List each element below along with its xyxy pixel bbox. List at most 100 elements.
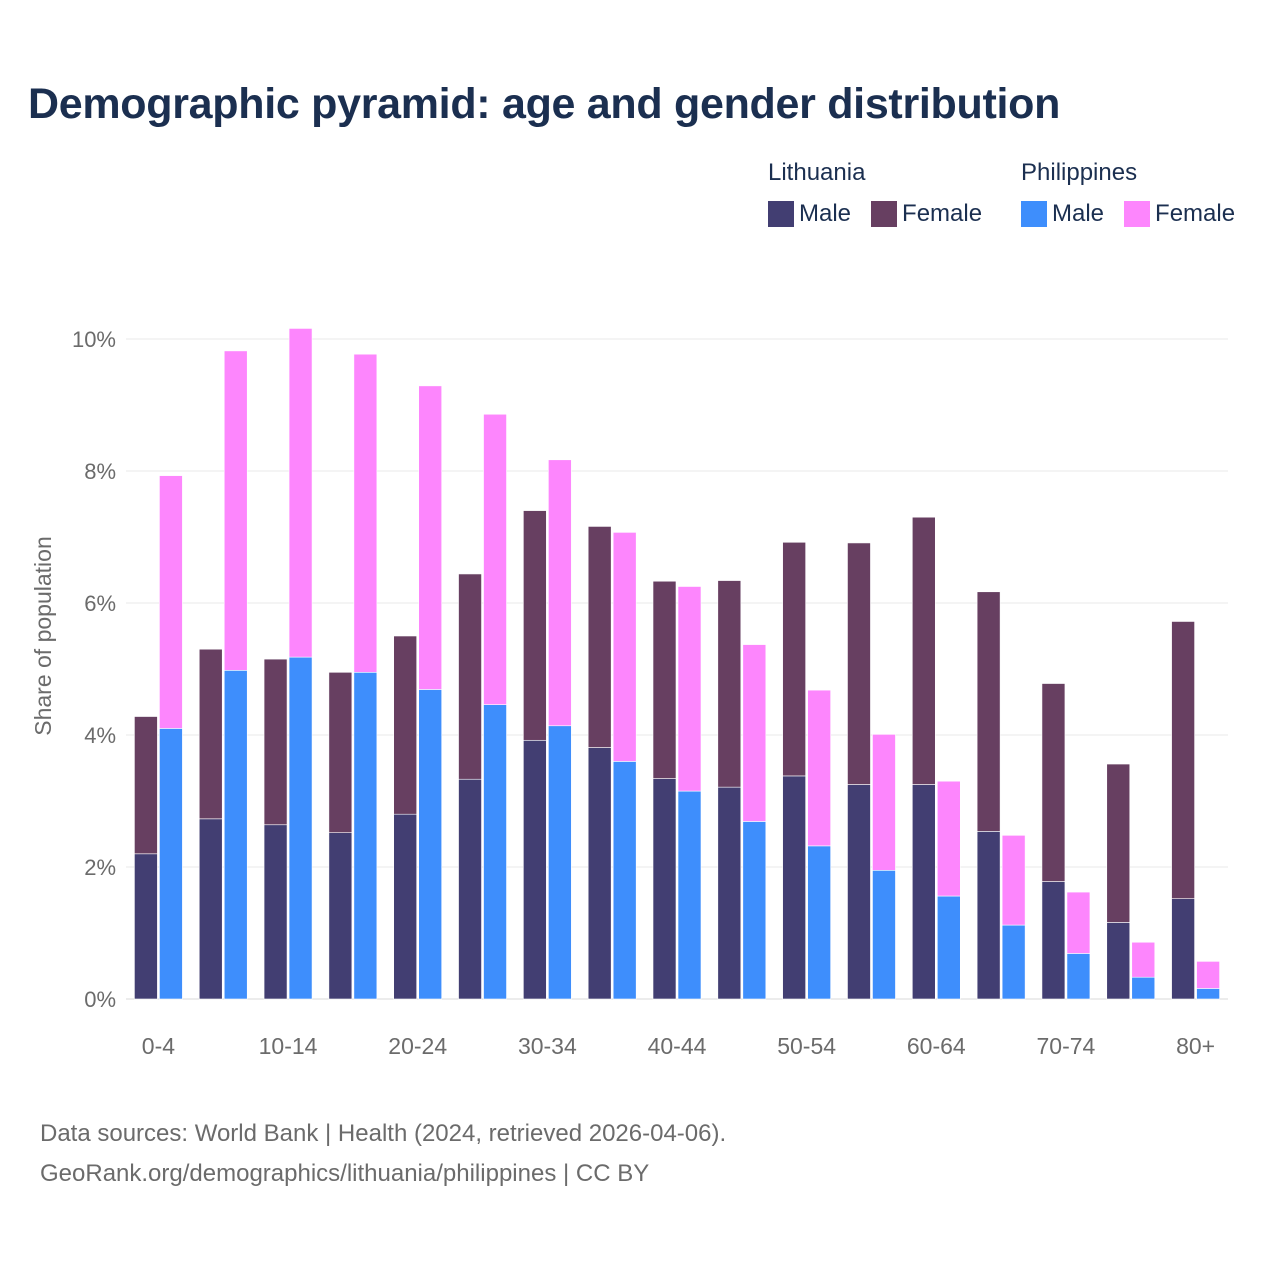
bar-philippines-female	[1196, 961, 1220, 989]
legend-group-lithuania: Lithuania Male Female	[768, 158, 982, 228]
bar-lithuania-male	[911, 784, 936, 1000]
bar-lithuania-male	[523, 739, 547, 1000]
bar-lithuania-male	[263, 824, 288, 1000]
bar-philippines-female	[1131, 941, 1156, 978]
y-tick-label: 6%	[84, 591, 116, 616]
legend-swatch	[871, 201, 898, 227]
bar-lithuania-female	[198, 648, 223, 820]
bar-lithuania-female	[393, 635, 418, 815]
bar-philippines-male	[612, 761, 637, 1000]
legend-item-lithuania-male[interactable]: Male	[768, 200, 851, 228]
bar-lithuania-male	[976, 831, 1001, 1000]
legend-group-title: Philippines	[1021, 159, 1138, 186]
bar-philippines-male	[418, 689, 443, 1000]
bar-lithuania-female	[263, 658, 288, 826]
bar-philippines-male	[807, 845, 831, 1000]
bar-lithuania-male	[198, 818, 223, 1000]
bar-lithuania-female	[911, 516, 936, 785]
url-text: GeoRank.org/demographics/lithuania/phili…	[40, 1160, 650, 1187]
bar-lithuania-female	[458, 573, 482, 780]
bar-philippines-male	[742, 821, 767, 1000]
bar-lithuania-male	[134, 853, 158, 1000]
y-tick-label: 2%	[84, 855, 116, 880]
chart-title: Demographic pyramid: age and gender dist…	[28, 80, 1061, 128]
bar-lithuania-male	[717, 786, 742, 1000]
y-tick-label: 4%	[84, 723, 116, 748]
x-tick-label: 0-4	[142, 1033, 175, 1059]
bar-philippines-female	[223, 350, 248, 671]
x-tick-label: 80+	[1176, 1033, 1215, 1059]
bar-lithuania-female	[782, 541, 806, 777]
legend-group-title: Lithuania	[768, 159, 866, 186]
bar-lithuania-female	[976, 591, 1001, 832]
bar-philippines-male	[872, 869, 896, 1000]
bar-lithuania-female	[847, 542, 871, 785]
bar-lithuania-male	[1171, 898, 1195, 1000]
legend-label: Male	[1052, 200, 1105, 227]
bar-philippines-male	[1131, 976, 1156, 1000]
bar-philippines-female	[418, 385, 443, 690]
legend-label: Female	[902, 200, 983, 227]
bar-lithuania-female	[1041, 683, 1066, 882]
bar-lithuania-female	[587, 526, 612, 748]
legend-label: Male	[799, 200, 852, 227]
bar-philippines-male	[223, 670, 248, 1000]
bar-philippines-male	[548, 725, 572, 1000]
bar-philippines-female	[872, 734, 896, 871]
legend-swatch	[1124, 201, 1151, 227]
bar-philippines-female	[483, 413, 507, 705]
bar-philippines-male	[159, 728, 183, 1000]
x-tick-label: 20-24	[388, 1033, 447, 1059]
bar-philippines-female	[1001, 835, 1026, 926]
bar-lithuania-female	[1106, 763, 1131, 923]
bar-lithuania-male	[587, 747, 612, 1000]
bar-chart: 0% 2% 4% 6% 8% 10% Share of population 0-4 10-14…	[30, 327, 1228, 1059]
bar-philippines-male	[1196, 988, 1220, 1000]
bar-philippines-male	[1001, 924, 1026, 1000]
footer: Data sources: World Bank | Health (2024,…	[40, 1114, 726, 1194]
x-tick-label: 50-54	[777, 1033, 836, 1059]
bar-lithuania-male	[1041, 881, 1066, 1000]
bar-philippines-female	[936, 780, 961, 897]
legend-item-philippines-male[interactable]: Male	[1021, 200, 1104, 228]
bar-lithuania-male	[652, 778, 677, 1000]
x-tick-label: 10-14	[259, 1033, 318, 1059]
bar-lithuania-female	[717, 580, 742, 788]
y-axis-label: Share of population	[30, 536, 56, 736]
bar-lithuania-male	[458, 778, 482, 1000]
legend-item-philippines-female[interactable]: Female	[1124, 200, 1235, 228]
bar-philippines-female	[353, 353, 378, 673]
bar-philippines-male	[1066, 953, 1091, 1000]
legend-swatch	[768, 201, 794, 227]
bar-lithuania-female	[523, 510, 547, 741]
bar-philippines-male	[288, 656, 313, 1000]
bar-philippines-female	[159, 475, 183, 729]
bar-philippines-male	[483, 704, 507, 1000]
source-text: Data sources: World Bank | Health (2024,…	[40, 1120, 727, 1147]
bar-philippines-female	[742, 644, 767, 822]
bar-lithuania-male	[1106, 922, 1131, 1000]
y-tick-label: 10%	[72, 327, 116, 352]
x-tick-label: 70-74	[1037, 1033, 1096, 1059]
bar-philippines-male	[677, 790, 702, 1000]
x-tick-label: 40-44	[648, 1033, 707, 1059]
x-tick-label: 60-64	[907, 1033, 966, 1059]
bar-lithuania-male	[782, 775, 806, 1000]
bar-philippines-female	[612, 532, 637, 762]
bar-lithuania-female	[328, 671, 353, 833]
bar-lithuania-male	[847, 784, 871, 1000]
legend-item-lithuania-female[interactable]: Female	[871, 200, 982, 228]
legend-label: Female	[1155, 200, 1236, 227]
bar-philippines-female	[1066, 891, 1091, 954]
y-tick-label: 8%	[84, 459, 116, 484]
legend-group-philippines: Philippines Male Female	[1021, 158, 1235, 228]
bar-philippines-male	[353, 671, 378, 1000]
legend-swatch	[1021, 201, 1047, 227]
bar-lithuania-female	[1171, 621, 1195, 899]
bar-lithuania-female	[652, 580, 677, 779]
bar-lithuania-male	[328, 832, 353, 1000]
bar-lithuania-female	[134, 716, 158, 855]
bar-philippines-female	[677, 586, 702, 792]
x-tick-label: 30-34	[518, 1033, 577, 1059]
bar-philippines-female	[807, 689, 831, 847]
